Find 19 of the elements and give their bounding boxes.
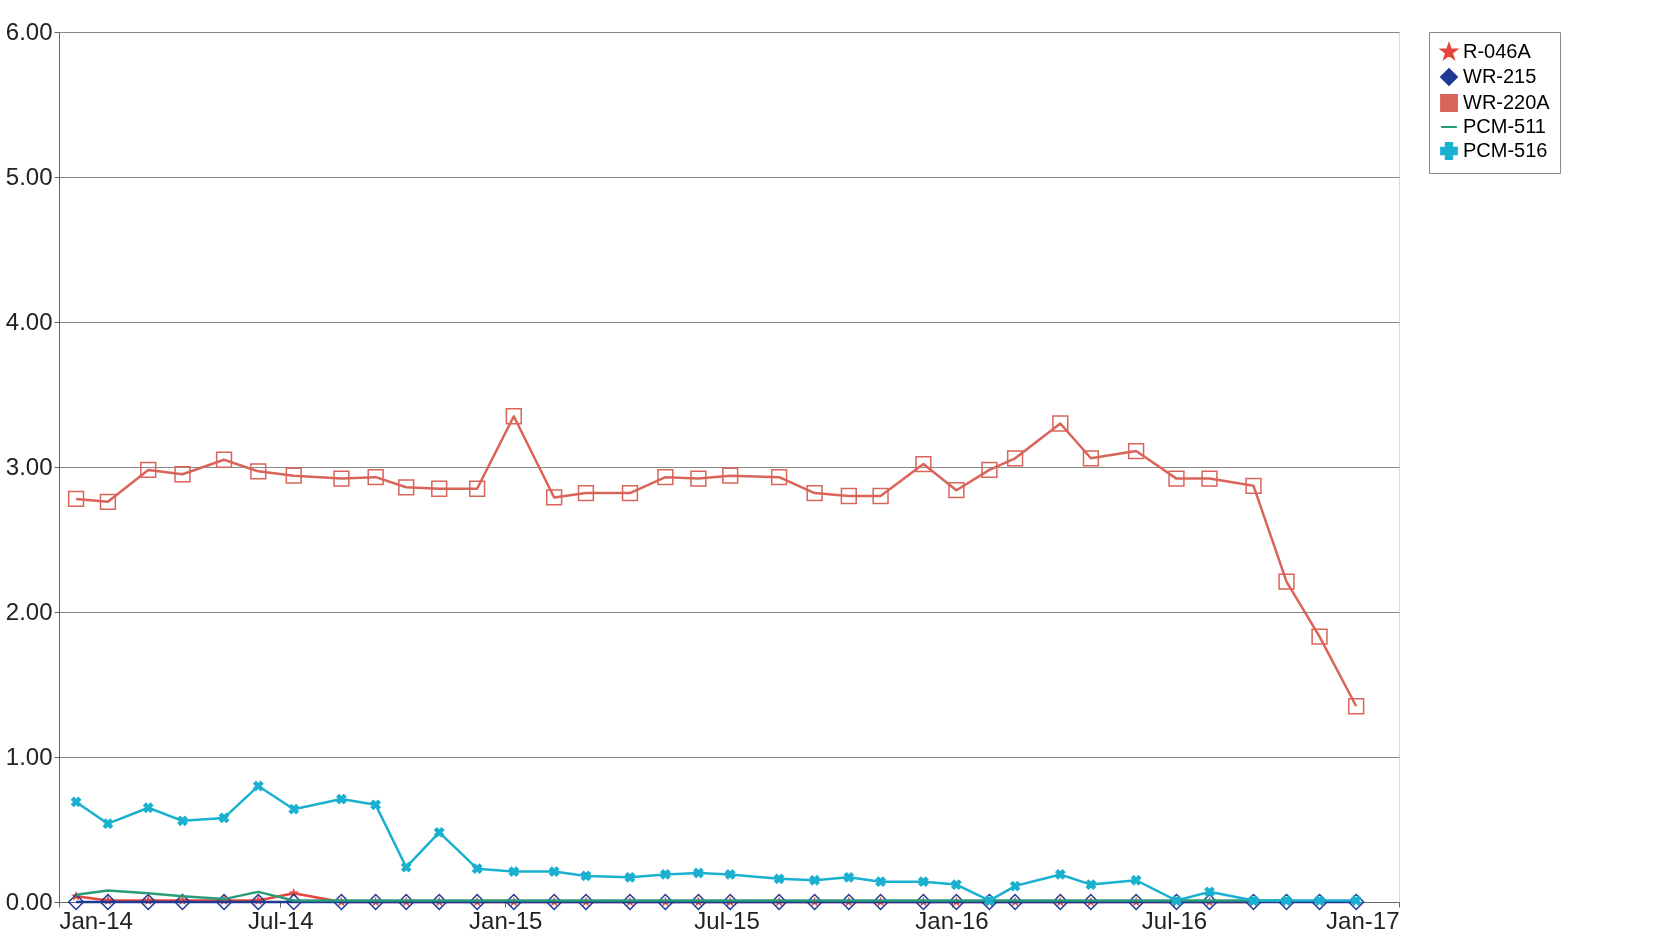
y-tick-label: 4.00	[5, 307, 53, 335]
x-tick-label: Jul-16	[1141, 906, 1208, 934]
legend-label: WR-220A	[1463, 91, 1551, 113]
legend-label: WR-215	[1463, 65, 1537, 87]
y-tick-label: 6.00	[5, 17, 53, 45]
legend-label: PCM-511	[1463, 115, 1546, 137]
x-tick-label: Jan-17	[1326, 906, 1400, 934]
y-tick-label: 5.00	[5, 162, 53, 190]
x-tick-label: Jan-14	[59, 906, 133, 934]
y-tick-label: 0.00	[5, 887, 53, 915]
legend-label: R-046A	[1463, 40, 1532, 62]
y-tick-label: 3.00	[5, 452, 53, 480]
x-tick-label: Jul-14	[248, 906, 314, 934]
x-tick-label: Jul-15	[694, 906, 760, 934]
y-tick-label: 2.00	[5, 597, 53, 625]
y-tick-label: 1.00	[5, 742, 53, 770]
x-tick-label: Jan-16	[915, 906, 989, 934]
x-tick-label: Jan-15	[469, 906, 543, 934]
legend-label: PCM-516	[1463, 139, 1548, 161]
